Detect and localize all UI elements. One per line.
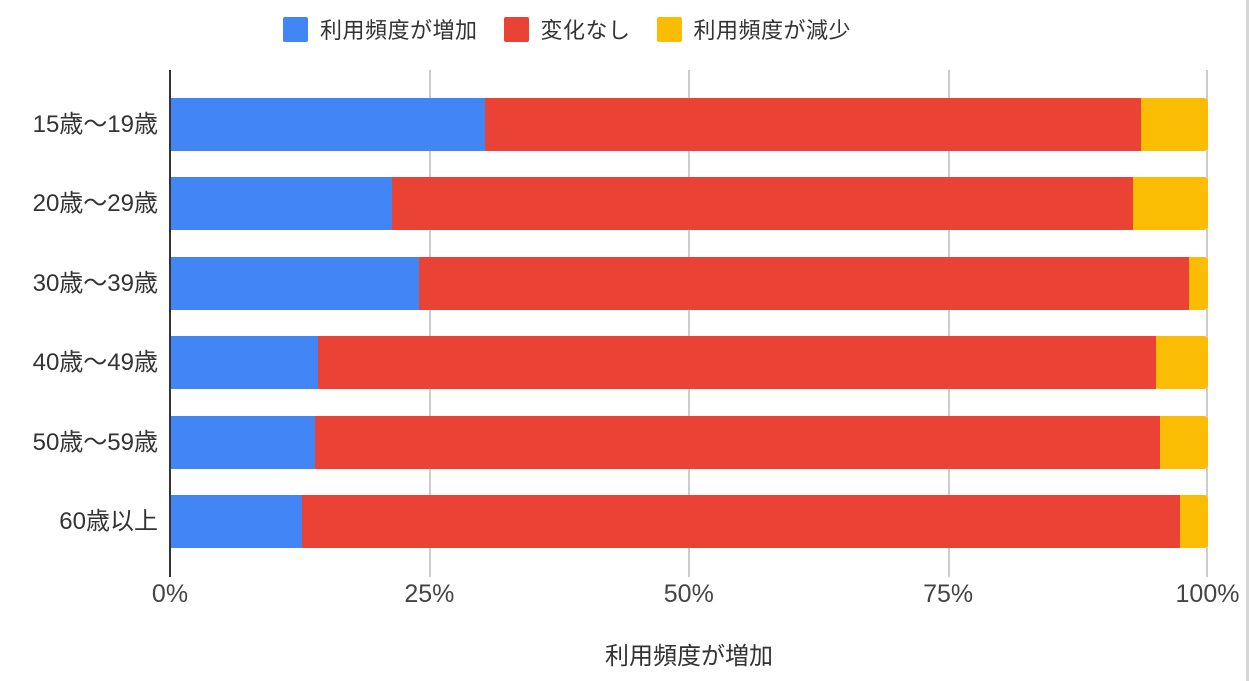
bar-segment-decrease[interactable] — [1179, 495, 1208, 548]
bar-segment-increase[interactable] — [170, 416, 316, 469]
x-tick-100: 100% — [1175, 580, 1240, 608]
legend-item-no-change[interactable]: 変化なし — [503, 13, 631, 45]
category-label-60-plus: 60歳以上 — [59, 508, 158, 535]
legend-label-no-change: 変化なし — [540, 18, 631, 43]
gridline-100 — [1206, 70, 1208, 577]
bar-segment-no-change[interactable] — [301, 495, 1180, 548]
bar-segment-no-change[interactable] — [315, 416, 1161, 469]
bar-segment-decrease[interactable] — [1140, 98, 1208, 151]
bar-segment-decrease[interactable] — [1189, 257, 1208, 310]
bar-segment-increase[interactable] — [170, 336, 319, 389]
bar-segment-increase[interactable] — [170, 257, 420, 310]
legend-label-decrease: 利用頻度が減少 — [693, 18, 852, 43]
gridline-75 — [947, 70, 950, 577]
legend-swatch-no-change-icon — [503, 16, 529, 42]
bar-segment-increase[interactable] — [170, 495, 302, 548]
legend-swatch-decrease-icon — [656, 16, 682, 42]
bar-segment-increase[interactable] — [170, 177, 393, 230]
page-right-border — [1246, 0, 1249, 681]
category-label-15-19: 15歳〜19歳 — [32, 111, 158, 138]
chart-legend: 利用頻度が増加 変化なし 利用頻度が減少 — [283, 13, 851, 45]
legend-item-increase[interactable]: 利用頻度が増加 — [283, 13, 478, 45]
bar-row-20-29 — [170, 177, 1208, 230]
y-axis-line — [169, 70, 171, 577]
bar-row-30-39 — [170, 257, 1208, 310]
legend-label-increase: 利用頻度が増加 — [320, 18, 478, 43]
plot-area — [169, 70, 1208, 577]
bar-segment-no-change[interactable] — [484, 98, 1141, 151]
bar-row-15-19 — [170, 98, 1208, 151]
gridline-50 — [688, 70, 690, 577]
bar-segment-no-change[interactable] — [419, 257, 1190, 310]
category-label-20-29: 20歳〜29歳 — [32, 190, 158, 217]
bar-row-40-49 — [170, 336, 1208, 389]
x-axis-title: 利用頻度が増加 — [605, 643, 773, 670]
bar-segment-no-change[interactable] — [392, 177, 1134, 230]
category-label-30-39: 30歳〜39歳 — [32, 270, 158, 297]
legend-swatch-increase-icon — [283, 16, 308, 42]
bar-segment-increase[interactable] — [170, 98, 485, 151]
x-tick-50: 50% — [663, 580, 714, 608]
bar-segment-decrease[interactable] — [1133, 177, 1208, 230]
category-label-40-49: 40歳〜49歳 — [32, 349, 158, 376]
bar-segment-no-change[interactable] — [318, 336, 1157, 389]
x-tick-25: 25% — [404, 580, 455, 608]
bar-segment-decrease[interactable] — [1156, 336, 1208, 389]
x-tick-0: 0% — [151, 580, 189, 608]
bar-row-60-plus — [170, 495, 1208, 548]
legend-item-decrease[interactable]: 利用頻度が減少 — [656, 13, 852, 45]
x-tick-75: 75% — [923, 580, 974, 608]
category-label-50-59: 50歳〜59歳 — [32, 429, 158, 456]
gridline-25 — [428, 70, 431, 577]
bar-row-50-59 — [170, 416, 1208, 469]
bar-segment-decrease[interactable] — [1160, 416, 1208, 469]
